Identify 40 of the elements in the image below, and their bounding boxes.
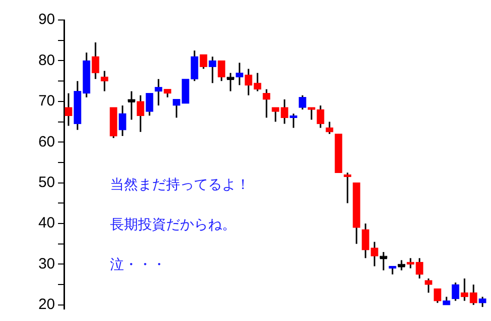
candlestick: [200, 54, 208, 70]
candlestick: [316, 104, 324, 129]
candlestick: [362, 222, 370, 259]
candlestick: [452, 282, 460, 302]
candlestick: [460, 278, 468, 302]
y-tick-label: 50: [38, 174, 55, 191]
candlestick: [146, 92, 154, 116]
annotation: 泣・・・: [110, 256, 166, 274]
candlestick: [280, 98, 288, 125]
candlestick: [154, 78, 162, 106]
y-tick-label: 70: [38, 92, 55, 110]
candlestick: [308, 106, 316, 120]
y-tick-label: 30: [38, 255, 55, 272]
candlestick: [208, 56, 216, 84]
candlestick: [190, 50, 198, 82]
candlestick: [416, 257, 424, 280]
candlestick: [136, 94, 144, 133]
candlestick: [424, 278, 432, 294]
candlestick: [254, 72, 262, 92]
candlestick: [236, 62, 244, 86]
y-tick-label: 60: [38, 133, 55, 150]
annotation: 長期投資だからね。: [110, 216, 236, 234]
y-tick-label: 20: [38, 296, 55, 314]
candlestick: [370, 241, 378, 268]
y-tick-label: 40: [38, 214, 55, 232]
candlestick: [172, 98, 180, 118]
candlestick: [478, 296, 486, 308]
candlestick: [118, 104, 126, 137]
candlestick: [434, 288, 442, 304]
candlestick: [244, 68, 252, 96]
annotation: 当然まだ持ってるよ！: [110, 176, 250, 194]
candlestick: [218, 60, 226, 82]
y-tick-label: 90: [38, 11, 55, 28]
candlestick: [272, 106, 280, 123]
candlestick: [262, 88, 270, 118]
candlestick: [92, 42, 100, 80]
candlestick: [470, 284, 478, 306]
y-tick-label: 80: [38, 52, 55, 69]
candlestick: [326, 121, 334, 135]
candlestick: [100, 70, 108, 92]
